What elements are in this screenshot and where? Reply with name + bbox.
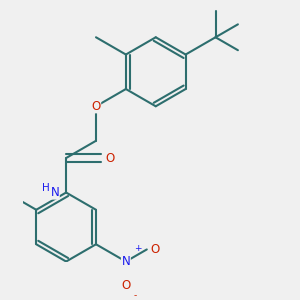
Text: H: H [42,183,50,193]
Text: O: O [150,243,160,256]
Text: -: - [134,291,137,300]
Text: O: O [121,279,130,292]
Text: +: + [134,244,141,253]
Text: N: N [50,186,59,199]
Text: N: N [122,255,130,268]
Text: O: O [92,100,100,113]
Text: O: O [105,152,115,164]
